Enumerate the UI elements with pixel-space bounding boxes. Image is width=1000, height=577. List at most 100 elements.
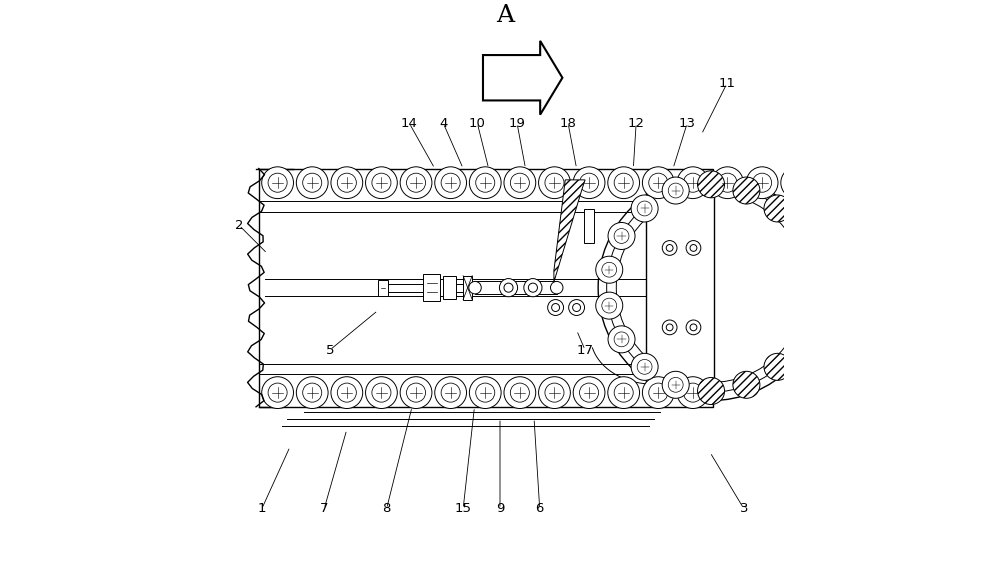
Text: 3: 3 — [740, 503, 748, 515]
Circle shape — [366, 167, 397, 198]
Circle shape — [504, 283, 513, 292]
Circle shape — [686, 241, 701, 256]
Circle shape — [677, 167, 709, 198]
Text: 1: 1 — [257, 503, 266, 515]
Bar — [584, 209, 594, 243]
Circle shape — [510, 173, 529, 192]
Circle shape — [524, 279, 542, 297]
Circle shape — [815, 167, 847, 198]
Circle shape — [662, 177, 689, 204]
Circle shape — [296, 377, 328, 409]
Circle shape — [690, 245, 697, 252]
Circle shape — [580, 383, 599, 402]
Circle shape — [407, 383, 426, 402]
Text: 11: 11 — [718, 77, 735, 90]
Circle shape — [799, 292, 826, 319]
Circle shape — [469, 167, 501, 198]
Circle shape — [504, 377, 536, 409]
Circle shape — [476, 173, 495, 192]
Circle shape — [435, 377, 467, 409]
Text: 19: 19 — [509, 117, 525, 130]
Circle shape — [631, 195, 658, 222]
Circle shape — [616, 193, 806, 383]
Circle shape — [372, 173, 391, 192]
Circle shape — [407, 173, 426, 192]
Circle shape — [822, 173, 841, 192]
Circle shape — [441, 383, 460, 402]
Circle shape — [683, 173, 702, 192]
Circle shape — [764, 195, 791, 222]
Circle shape — [787, 173, 806, 192]
Circle shape — [608, 223, 635, 249]
Circle shape — [331, 167, 363, 198]
Circle shape — [268, 383, 287, 402]
Circle shape — [337, 173, 356, 192]
Circle shape — [550, 282, 563, 294]
Circle shape — [637, 201, 652, 216]
Circle shape — [303, 383, 322, 402]
Circle shape — [718, 173, 737, 192]
Circle shape — [668, 377, 683, 392]
Circle shape — [753, 173, 772, 192]
Circle shape — [545, 383, 564, 402]
Circle shape — [642, 167, 674, 198]
Circle shape — [602, 298, 617, 313]
Circle shape — [504, 167, 536, 198]
Bar — [463, 276, 472, 299]
Circle shape — [690, 324, 697, 331]
Circle shape — [596, 256, 623, 283]
Text: A: A — [497, 3, 515, 27]
Polygon shape — [554, 180, 585, 282]
Circle shape — [469, 377, 501, 409]
Text: 15: 15 — [455, 503, 472, 515]
Circle shape — [372, 383, 391, 402]
Circle shape — [733, 371, 760, 398]
Text: 17: 17 — [577, 343, 594, 357]
Circle shape — [746, 167, 778, 198]
Circle shape — [764, 353, 791, 380]
Circle shape — [400, 377, 432, 409]
Circle shape — [608, 326, 635, 353]
Circle shape — [539, 377, 570, 409]
Text: 12: 12 — [628, 117, 645, 130]
Circle shape — [573, 167, 605, 198]
Circle shape — [580, 173, 599, 192]
Circle shape — [642, 377, 674, 409]
Bar — [475, 282, 557, 294]
Circle shape — [366, 377, 397, 409]
Circle shape — [649, 383, 668, 402]
Circle shape — [262, 167, 293, 198]
Circle shape — [331, 377, 363, 409]
Bar — [259, 168, 713, 407]
Circle shape — [435, 167, 467, 198]
Circle shape — [662, 320, 677, 335]
Text: 6: 6 — [536, 503, 544, 515]
Text: 8: 8 — [382, 503, 391, 515]
Circle shape — [539, 167, 570, 198]
Circle shape — [614, 173, 633, 192]
Circle shape — [510, 383, 529, 402]
Circle shape — [476, 383, 495, 402]
Circle shape — [400, 167, 432, 198]
Circle shape — [614, 228, 629, 243]
Circle shape — [598, 175, 824, 400]
Circle shape — [552, 304, 560, 312]
Circle shape — [662, 371, 689, 398]
Circle shape — [677, 377, 709, 409]
Circle shape — [296, 167, 328, 198]
Circle shape — [268, 173, 287, 192]
Bar — [378, 280, 388, 295]
Circle shape — [698, 377, 725, 404]
Circle shape — [441, 173, 460, 192]
Text: 2: 2 — [235, 219, 243, 232]
Circle shape — [787, 223, 814, 249]
Circle shape — [799, 256, 826, 283]
Text: 10: 10 — [469, 117, 486, 130]
Circle shape — [787, 326, 814, 353]
Circle shape — [781, 167, 813, 198]
Circle shape — [614, 383, 633, 402]
Circle shape — [668, 183, 683, 198]
Circle shape — [608, 167, 640, 198]
Circle shape — [469, 282, 481, 294]
Circle shape — [303, 173, 322, 192]
